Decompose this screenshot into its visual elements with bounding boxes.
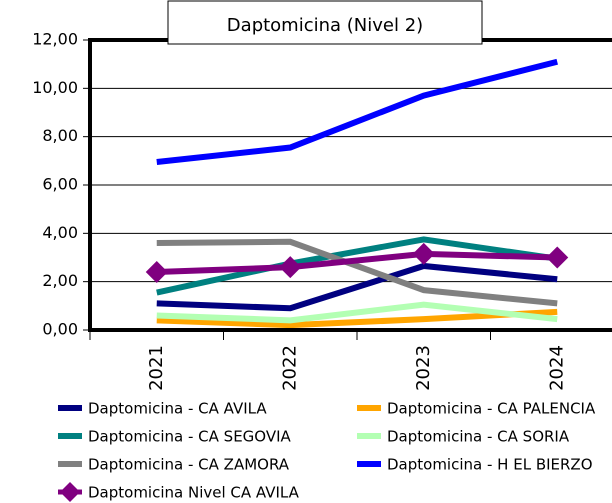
y-tick-label: 2,00 [42,271,78,290]
legend-swatch [58,461,82,467]
legend-label: Daptomicina Nivel CA AVILA [88,484,300,502]
y-tick-label: 6,00 [42,175,78,194]
x-tick-label: 2021 [146,345,167,391]
marker [279,256,302,279]
legend-label: Daptomicina - CA AVILA [88,400,267,418]
marker [412,242,435,265]
y-tick-label: 4,00 [42,223,78,242]
y-tick-label: 0,00 [42,320,78,339]
series-line [156,250,558,275]
legend-label: Daptomicina - CA SORIA [387,428,570,446]
legend-label: Daptomicina - CA PALENCIA [387,400,596,418]
legend-marker [60,482,80,502]
chart-title: Daptomicina (Nivel 2) [227,15,423,36]
series-line [156,301,558,324]
marker [145,261,168,283]
legend-swatch [357,461,381,467]
x-tick-label: 2022 [279,345,300,391]
legend-swatch [58,433,82,439]
legend-swatch [357,433,381,439]
series-line [156,58,558,166]
y-tick-label: 10,00 [32,78,78,97]
x-tick-label: 2023 [413,345,434,391]
series-line [156,236,558,296]
series-line [156,262,558,312]
y-tick-label: 8,00 [42,126,78,145]
title-box [167,0,483,45]
legend-label: Daptomicina - CA SEGOVIA [88,428,292,446]
series-line [156,238,558,307]
marker [546,246,569,269]
legend-label: Daptomicina - CA ZAMORA [88,456,290,474]
legend-swatch [58,405,82,411]
legend-label: Daptomicina - H EL BIERZO [387,456,593,474]
series-line [156,308,558,329]
y-tick-label: 12,00 [32,30,78,49]
x-tick-label: 2024 [546,345,567,391]
legend-swatch [357,405,381,411]
